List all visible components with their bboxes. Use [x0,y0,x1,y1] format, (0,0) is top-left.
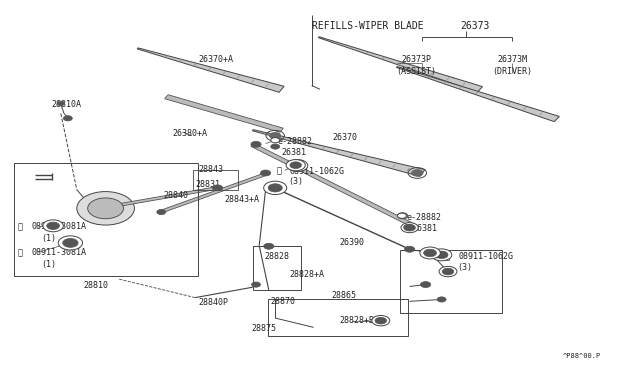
Circle shape [442,268,454,275]
Text: 26373: 26373 [461,21,490,31]
Circle shape [437,297,446,302]
Polygon shape [164,95,284,132]
Circle shape [269,132,281,139]
Circle shape [420,247,440,259]
Circle shape [47,222,60,230]
Text: 28831: 28831 [195,180,220,189]
Bar [400,250,502,313]
Text: 28843: 28843 [198,165,223,174]
Circle shape [431,249,452,261]
Text: 28865: 28865 [332,291,356,300]
Circle shape [63,116,72,121]
Text: 28810: 28810 [83,281,109,290]
Circle shape [43,220,63,232]
Text: 28843+A: 28843+A [224,195,259,203]
Circle shape [401,222,419,233]
Text: 28875: 28875 [252,324,276,333]
Circle shape [264,181,287,195]
Text: 08911-1062G: 08911-1062G [290,167,345,176]
Polygon shape [121,187,218,206]
Circle shape [420,282,431,288]
Text: 28828+B: 28828+B [339,316,374,325]
Text: 28828: 28828 [264,252,289,261]
Circle shape [424,249,436,257]
Circle shape [264,243,274,249]
Text: ⓝ: ⓝ [276,167,282,176]
Text: Ⓥ: Ⓥ [18,222,23,231]
Text: ^P88^00.P: ^P88^00.P [563,353,602,359]
Bar [193,170,238,190]
Circle shape [57,101,65,106]
Text: e-28882: e-28882 [406,213,442,222]
Text: 28828+A: 28828+A [290,270,325,279]
Circle shape [212,185,223,191]
Circle shape [271,138,280,143]
Circle shape [268,184,282,192]
Text: (ASSIST): (ASSIST) [396,67,436,76]
Bar [253,246,301,290]
Text: (3): (3) [288,177,303,186]
Text: 08911-3081A: 08911-3081A [31,222,86,231]
Circle shape [435,251,448,259]
Circle shape [291,162,304,169]
Bar [268,299,408,336]
Polygon shape [137,48,284,92]
Circle shape [157,209,166,215]
Text: 26390: 26390 [339,238,364,247]
Circle shape [397,213,406,218]
Text: 26373M: 26373M [497,55,527,64]
Circle shape [290,162,301,169]
Circle shape [404,224,413,230]
Circle shape [251,141,261,147]
Text: 28810A: 28810A [51,100,81,109]
Circle shape [271,144,280,149]
Circle shape [397,213,408,219]
Text: ⓝ: ⓝ [18,248,23,257]
Polygon shape [396,67,559,122]
Text: (3): (3) [457,263,472,272]
Text: 26381: 26381 [282,148,307,157]
Circle shape [412,170,423,176]
Circle shape [404,224,415,231]
Bar [14,163,198,276]
Circle shape [77,192,134,225]
Circle shape [404,246,415,252]
Text: 26373P: 26373P [401,55,431,64]
Text: (DRIVER): (DRIVER) [492,67,532,76]
Text: 28840: 28840 [163,191,188,200]
Circle shape [286,160,305,171]
Circle shape [260,170,271,176]
Circle shape [375,317,387,324]
Text: 28840P: 28840P [198,298,228,307]
Text: 28870: 28870 [271,297,296,306]
Circle shape [58,236,83,250]
Text: 26370: 26370 [333,133,358,142]
Polygon shape [318,37,483,92]
Text: 08911-3081A: 08911-3081A [31,248,86,257]
Text: ⓝ: ⓝ [445,252,450,261]
Circle shape [252,282,260,287]
Polygon shape [252,129,425,176]
Text: e-28882: e-28882 [277,137,312,146]
Text: 26380+A: 26380+A [173,129,208,138]
Circle shape [63,238,78,247]
Text: REFILLS-WIPER BLADE: REFILLS-WIPER BLADE [312,21,423,31]
Text: (1): (1) [42,260,56,269]
Text: 08911-1062G: 08911-1062G [458,252,513,261]
Circle shape [372,315,390,326]
Circle shape [287,160,308,171]
Text: 26370+A: 26370+A [198,55,234,64]
Text: 26381: 26381 [413,224,438,233]
Polygon shape [159,172,270,213]
Circle shape [439,266,457,277]
Polygon shape [251,144,418,228]
Text: (1): (1) [42,234,56,243]
Circle shape [88,198,124,219]
